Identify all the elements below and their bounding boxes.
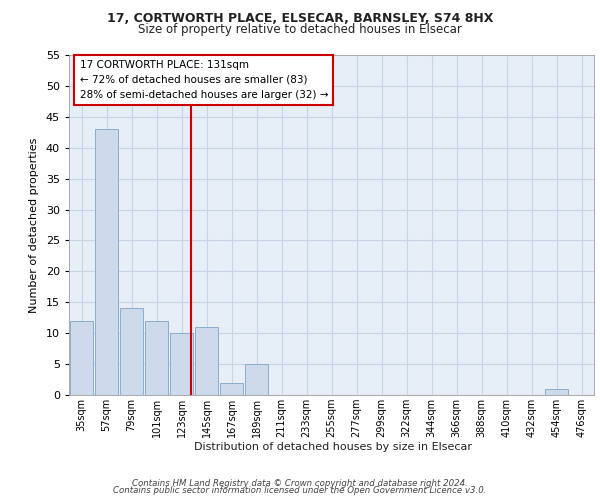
Bar xyxy=(194,327,218,395)
Bar xyxy=(245,364,268,395)
Text: Contains HM Land Registry data © Crown copyright and database right 2024.: Contains HM Land Registry data © Crown c… xyxy=(132,478,468,488)
Bar xyxy=(119,308,143,395)
Bar xyxy=(95,129,118,395)
Text: 17 CORTWORTH PLACE: 131sqm
← 72% of detached houses are smaller (83)
28% of semi: 17 CORTWORTH PLACE: 131sqm ← 72% of deta… xyxy=(79,60,328,100)
Bar xyxy=(70,321,94,395)
Bar xyxy=(145,321,169,395)
Text: 17, CORTWORTH PLACE, ELSECAR, BARNSLEY, S74 8HX: 17, CORTWORTH PLACE, ELSECAR, BARNSLEY, … xyxy=(107,12,493,26)
Bar xyxy=(220,382,244,395)
Y-axis label: Number of detached properties: Number of detached properties xyxy=(29,138,39,312)
Text: Distribution of detached houses by size in Elsecar: Distribution of detached houses by size … xyxy=(194,442,472,452)
Bar xyxy=(545,389,568,395)
Text: Contains public sector information licensed under the Open Government Licence v3: Contains public sector information licen… xyxy=(113,486,487,495)
Text: Size of property relative to detached houses in Elsecar: Size of property relative to detached ho… xyxy=(138,22,462,36)
Bar xyxy=(170,333,193,395)
